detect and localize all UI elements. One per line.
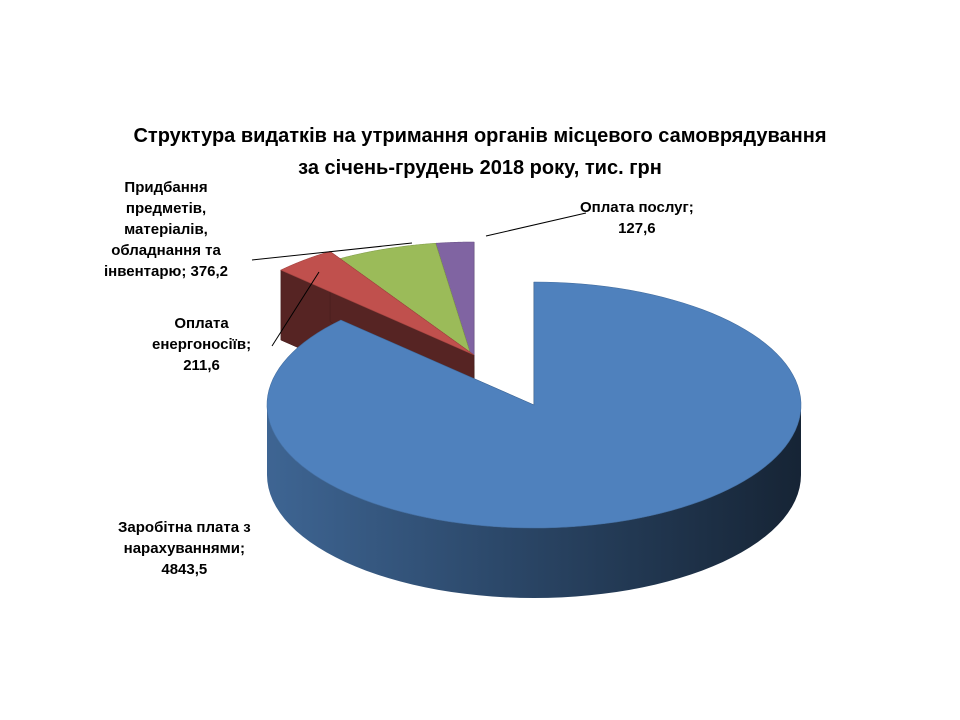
data-label-materials-line-5: інвентарю; 376,2 [104,263,229,280]
data-label-energy-line-3: 211,6 [183,357,220,374]
chart-title-line-1: Структура видатків на утримання органів … [133,125,827,147]
slice-salary-side [267,405,801,598]
data-label-materials-line-4: обладнання та [111,242,221,259]
data-label-materials: Придбання предметів, матеріалів, обладна… [104,177,228,282]
leader-line-energy [271,271,320,347]
data-label-materials-line-3: матеріалів, [124,221,208,238]
data-label-energy-line-1: Оплата [174,315,229,332]
data-label-services-line-1: Оплата послуг; [580,199,694,216]
leader-line-services [485,212,587,237]
data-label-salary-line-1: Заробітна плата з [118,519,251,536]
data-label-salary: Заробітна плата з нарахуваннями; 4843,5 [118,517,251,580]
slice-salary [266,281,802,598]
leader-line-materials [251,242,413,261]
data-label-services: Оплата послуг; 127,6 [580,197,694,239]
data-label-materials-line-2: предметів, [125,200,207,217]
data-label-salary-line-2: нарахуваннями; [123,540,245,557]
data-label-materials-line-1: Придбання [124,179,208,196]
data-label-energy-line-2: енергоносіїв; [152,336,252,353]
chart-title: Структура видатків на утримання органів … [60,120,900,184]
slice-salary-top [266,281,802,529]
data-label-services-line-2: 127,6 [618,220,656,237]
data-label-salary-line-3: 4843,5 [161,561,208,578]
data-label-energy: Оплата енергоносіїв; 211,6 [152,313,251,376]
slice-energy-top [280,251,475,356]
chart-title-line-2: за січень-грудень 2018 року, тис. грн [298,157,662,179]
